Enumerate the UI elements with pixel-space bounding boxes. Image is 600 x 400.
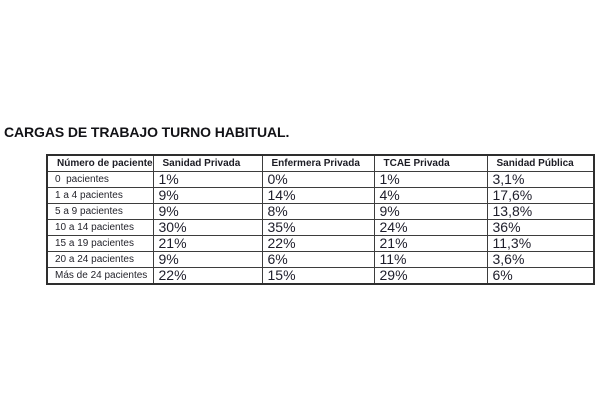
value-cell: 1% [373, 171, 488, 188]
value-cell: 9% [152, 251, 263, 268]
value-cell: 3,1% [486, 171, 595, 188]
header-cell-tcae-privada: TCAE Privada [373, 154, 488, 172]
value-cell: 6% [261, 251, 375, 268]
table-header-row: Número de pacientes Sanidad Privada Enfe… [46, 154, 595, 172]
header-cell-sanidad-publica: Sanidad Pública [486, 154, 595, 172]
value-cell: 11,3% [486, 235, 595, 252]
value-cell: 29% [373, 267, 488, 285]
value-cell: 9% [373, 203, 488, 220]
table-row: 10 a 14 pacientes 30% 35% 24% 36% [46, 219, 595, 236]
value-cell: 24% [373, 219, 488, 236]
value-cell: 30% [152, 219, 263, 236]
table-row: 1 a 4 pacientes 9% 14% 4% 17,6% [46, 187, 595, 204]
value-cell: 17,6% [486, 187, 595, 204]
value-cell: 9% [152, 187, 263, 204]
value-cell: 11% [373, 251, 488, 268]
value-cell: 21% [373, 235, 488, 252]
table-row: 15 a 19 pacientes 21% 22% 21% 11,3% [46, 235, 595, 252]
table-row: Más de 24 pacientes 22% 15% 29% 6% [46, 267, 595, 285]
table-row: 20 a 24 pacientes 9% 6% 11% 3,6% [46, 251, 595, 268]
value-cell: 14% [261, 187, 375, 204]
value-cell: 9% [152, 203, 263, 220]
value-cell: 3,6% [486, 251, 595, 268]
row-label-cell: 5 a 9 pacientes [46, 203, 154, 220]
value-cell: 0% [261, 171, 375, 188]
value-cell: 22% [152, 267, 263, 285]
header-cell-enfermera-privada: Enfermera Privada [261, 154, 375, 172]
header-cell-numero-pacientes: Número de pacientes [46, 154, 154, 172]
value-cell: 15% [261, 267, 375, 285]
table-row: 0 pacientes 1% 0% 1% 3,1% [46, 171, 595, 188]
value-cell: 6% [486, 267, 595, 285]
row-label-cell: 0 pacientes [46, 171, 154, 188]
value-cell: 4% [373, 187, 488, 204]
value-cell: 35% [261, 219, 375, 236]
value-cell: 21% [152, 235, 263, 252]
row-label-cell: 10 a 14 pacientes [46, 219, 154, 236]
value-cell: 22% [261, 235, 375, 252]
workload-table: Número de pacientes Sanidad Privada Enfe… [46, 154, 595, 285]
table-row: 5 a 9 pacientes 9% 8% 9% 13,8% [46, 203, 595, 220]
row-label-cell: 1 a 4 pacientes [46, 187, 154, 204]
row-label-cell: Más de 24 pacientes [46, 267, 154, 285]
value-cell: 13,8% [486, 203, 595, 220]
row-label-cell: 15 a 19 pacientes [46, 235, 154, 252]
header-cell-sanidad-privada: Sanidad Privada [152, 154, 263, 172]
row-label-cell: 20 a 24 pacientes [46, 251, 154, 268]
value-cell: 8% [261, 203, 375, 220]
value-cell: 36% [486, 219, 595, 236]
value-cell: 1% [152, 171, 263, 188]
page-title: CARGAS DE TRABAJO TURNO HABITUAL. [4, 124, 290, 140]
